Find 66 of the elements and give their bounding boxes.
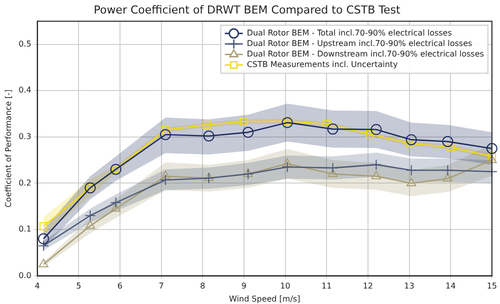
y-tick-label: 0.2 bbox=[18, 178, 32, 188]
point bbox=[84, 210, 96, 222]
point bbox=[487, 154, 497, 164]
y-axis-title: Coefficient of Performance [-] bbox=[4, 89, 13, 208]
point bbox=[327, 124, 338, 135]
point bbox=[110, 197, 122, 208]
point bbox=[204, 172, 214, 182]
point bbox=[486, 143, 498, 154]
point bbox=[39, 222, 48, 230]
point bbox=[370, 124, 382, 136]
x-tick-label: 8 bbox=[200, 282, 206, 291]
x-tick-label: 12 bbox=[362, 282, 374, 291]
x-axis-title: Wind Speed [m/s] bbox=[229, 294, 300, 304]
y-tick-label: 0.4 bbox=[18, 86, 32, 95]
point bbox=[406, 164, 417, 176]
point bbox=[370, 159, 382, 170]
point bbox=[283, 117, 292, 126]
y-tick-label: 0.1 bbox=[18, 224, 32, 234]
point bbox=[111, 203, 121, 212]
point bbox=[202, 120, 211, 129]
point bbox=[38, 233, 50, 244]
legend-label: CSTB Measurements incl. Uncertainty bbox=[246, 60, 398, 70]
point bbox=[160, 170, 170, 180]
x-tick-label: 15 bbox=[486, 282, 498, 291]
point bbox=[203, 130, 214, 142]
point bbox=[242, 126, 254, 138]
point bbox=[328, 168, 338, 177]
point bbox=[243, 168, 253, 177]
point bbox=[85, 220, 96, 229]
point bbox=[160, 174, 171, 186]
point bbox=[203, 172, 214, 184]
point bbox=[406, 134, 417, 146]
x-tick-label: 9 bbox=[241, 282, 246, 291]
point bbox=[446, 143, 455, 152]
chart-title: Power Coefficient of DRWT BEM Compared to CSTB Test bbox=[94, 3, 401, 16]
x-tick-label: 7 bbox=[158, 282, 164, 291]
point bbox=[442, 173, 453, 182]
x-tick-label: 4 bbox=[34, 282, 40, 291]
y-tick-label: 0.5 bbox=[18, 39, 32, 48]
x-tick-label: 13 bbox=[404, 282, 414, 291]
point bbox=[38, 258, 48, 268]
point bbox=[442, 136, 454, 148]
point bbox=[240, 118, 248, 126]
point bbox=[406, 178, 416, 186]
point bbox=[322, 120, 331, 128]
x-tick-label: 6 bbox=[117, 282, 123, 291]
y-tick-label: 0.3 bbox=[18, 132, 32, 142]
point bbox=[488, 152, 496, 160]
legend-label: Dual Rotor BEM - Total incl.70-90% electrical losses bbox=[246, 28, 452, 38]
point bbox=[161, 126, 170, 134]
point bbox=[38, 240, 50, 252]
point bbox=[405, 139, 414, 148]
point bbox=[160, 129, 171, 140]
legend-label: Dual Rotor BEM - Upstream incl.70-90% electrical losses bbox=[246, 39, 472, 48]
x-tick-label: 14 bbox=[445, 282, 456, 291]
y-tick-label: 0.0 bbox=[18, 270, 32, 280]
point bbox=[442, 164, 454, 176]
point bbox=[242, 168, 254, 180]
point bbox=[282, 117, 293, 128]
point bbox=[366, 130, 374, 138]
point bbox=[282, 158, 292, 167]
x-tick-label: 11 bbox=[322, 282, 332, 291]
x-tick-label: 10 bbox=[280, 282, 290, 291]
point bbox=[371, 170, 382, 180]
x-tick-label: 5 bbox=[76, 282, 82, 291]
legend-label: Dual Rotor BEM - Downstream incl.70-90% electrical losses bbox=[246, 50, 484, 59]
